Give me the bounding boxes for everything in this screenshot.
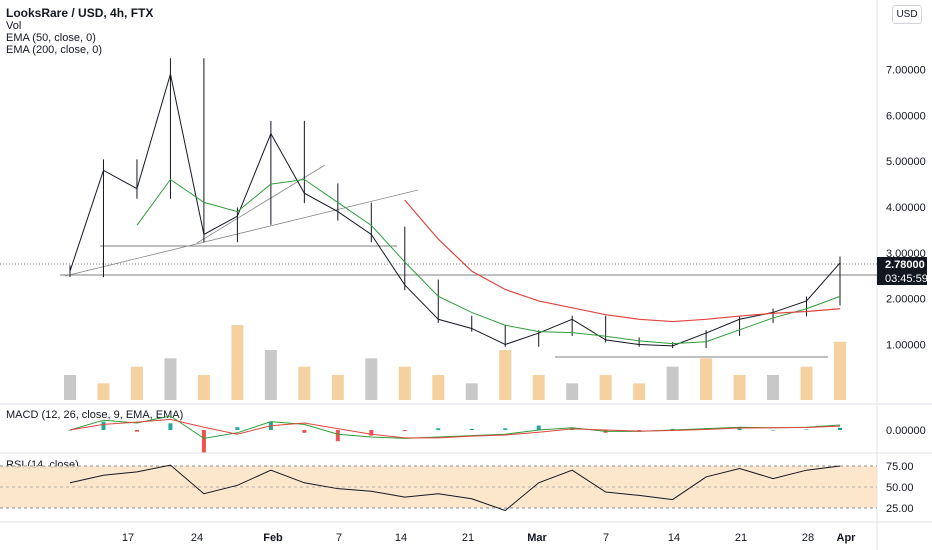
macd-hist-bar xyxy=(302,430,307,433)
price-series xyxy=(69,58,841,349)
macd-hist-bar xyxy=(134,430,139,432)
macd-hist-bar xyxy=(201,430,206,453)
volume-bar xyxy=(64,375,76,400)
volume-bar xyxy=(834,341,846,400)
time-tick-label: 28 xyxy=(802,532,814,544)
macd-legend[interactable]: MACD (12, 26, close, 9, EMA, EMA) xyxy=(6,409,184,421)
macd-hist-bar xyxy=(402,430,407,432)
time-tick-label: 21 xyxy=(735,532,747,544)
macd-hist-bar xyxy=(804,429,809,430)
time-tick-label: 17 xyxy=(122,532,134,544)
price-tick-label: 4.00000 xyxy=(886,202,926,214)
time-axis[interactable]: 17 24 Feb 7 14 21 Mar 7 14 21 28 Apr xyxy=(122,532,856,544)
volume-bar xyxy=(398,366,411,400)
price-tick-label: 3.00000 xyxy=(886,248,926,260)
rsi-axis: 75.00 50.00 25.00 xyxy=(886,461,914,515)
volume-bar xyxy=(700,358,713,400)
volume-bar xyxy=(666,366,679,400)
macd-hist-bar xyxy=(838,427,842,430)
ema200-line xyxy=(404,199,841,323)
macd-hist-bar xyxy=(68,430,72,431)
rsi-tick-label: 25.00 xyxy=(886,503,914,515)
price-tick-label: 1.00000 xyxy=(886,340,926,352)
countdown-value: 03:45:59 xyxy=(885,273,928,285)
macd-hist-bar xyxy=(637,430,642,431)
price-tick-label: 5.00000 xyxy=(886,156,926,168)
time-tick-label: 24 xyxy=(191,532,203,544)
macd-hist-bar xyxy=(670,428,675,430)
countdown-tag xyxy=(877,271,927,285)
currency-button[interactable]: USD xyxy=(892,5,922,24)
volume-bar xyxy=(566,383,579,400)
macd-signal-line xyxy=(69,418,841,439)
rsi-line xyxy=(69,464,841,512)
macd-line xyxy=(69,415,841,439)
price-tag xyxy=(877,257,927,271)
volume-bar xyxy=(264,350,277,400)
volume-bar xyxy=(800,366,813,400)
ema50-legend[interactable]: EMA (50, close, 0) xyxy=(6,32,96,44)
macd-hist-bar xyxy=(369,430,374,436)
volume-bar xyxy=(532,375,545,400)
time-tick-label: 14 xyxy=(668,532,680,544)
time-tick-label: 7 xyxy=(603,532,609,544)
time-tick-label: Mar xyxy=(527,532,547,544)
rsi-tick-label: 75.00 xyxy=(886,461,914,473)
volume-bar xyxy=(767,375,780,400)
time-tick-label: Feb xyxy=(263,532,283,544)
ema50-line xyxy=(136,178,841,345)
macd-hist-bar xyxy=(168,423,173,430)
ema200-legend[interactable]: EMA (200, close, 0) xyxy=(6,44,102,56)
volume-bar xyxy=(633,383,646,400)
volume-bar xyxy=(331,375,344,400)
time-tick-label: 21 xyxy=(462,532,474,544)
volume-bars xyxy=(64,325,846,400)
volume-bar xyxy=(733,375,746,400)
price-tag-value: 2.78000 xyxy=(885,259,925,271)
volume-bar xyxy=(197,375,210,400)
volume-bar xyxy=(298,366,311,400)
time-tick-label: 7 xyxy=(336,532,342,544)
price-tick-label: 7.00000 xyxy=(886,65,926,77)
macd-hist-bar xyxy=(335,430,340,442)
trend-line[interactable] xyxy=(196,164,326,244)
macd-hist-bar xyxy=(737,428,742,430)
macd-hist-bar xyxy=(503,428,508,430)
volume-bar xyxy=(599,375,612,400)
volume-bar xyxy=(465,383,478,400)
macd-hist-bar xyxy=(101,421,106,430)
rsi-tick-label: 50.00 xyxy=(886,482,914,494)
volume-bar xyxy=(164,358,177,400)
macd-hist-bar xyxy=(469,428,474,430)
volume-bar xyxy=(97,383,110,400)
chart-title: LooksRare / USD, 4h, FTX xyxy=(6,6,154,20)
price-close-line xyxy=(69,73,841,347)
macd-hist-bar xyxy=(536,425,541,430)
macd-axis-label: 0.00000 xyxy=(886,425,926,437)
vol-legend[interactable]: Vol xyxy=(6,20,22,32)
volume-bar xyxy=(130,366,143,400)
volume-bar xyxy=(365,358,378,400)
volume-bar xyxy=(432,375,445,400)
macd-hist-bar xyxy=(771,430,776,431)
volume-bar xyxy=(231,325,244,400)
macd-hist-bar xyxy=(436,428,441,430)
time-tick-label: Apr xyxy=(837,532,857,544)
volume-bar xyxy=(499,350,512,400)
price-axis[interactable]: 7.00000 6.00000 5.00000 4.00000 3.00000 2.000… xyxy=(886,65,926,352)
price-tick-label: 2.00000 xyxy=(886,294,926,306)
price-tick-label: 6.00000 xyxy=(886,110,926,122)
trend-line[interactable] xyxy=(64,189,419,277)
macd-hist-bar xyxy=(235,427,240,430)
time-tick-label: 14 xyxy=(395,532,407,544)
